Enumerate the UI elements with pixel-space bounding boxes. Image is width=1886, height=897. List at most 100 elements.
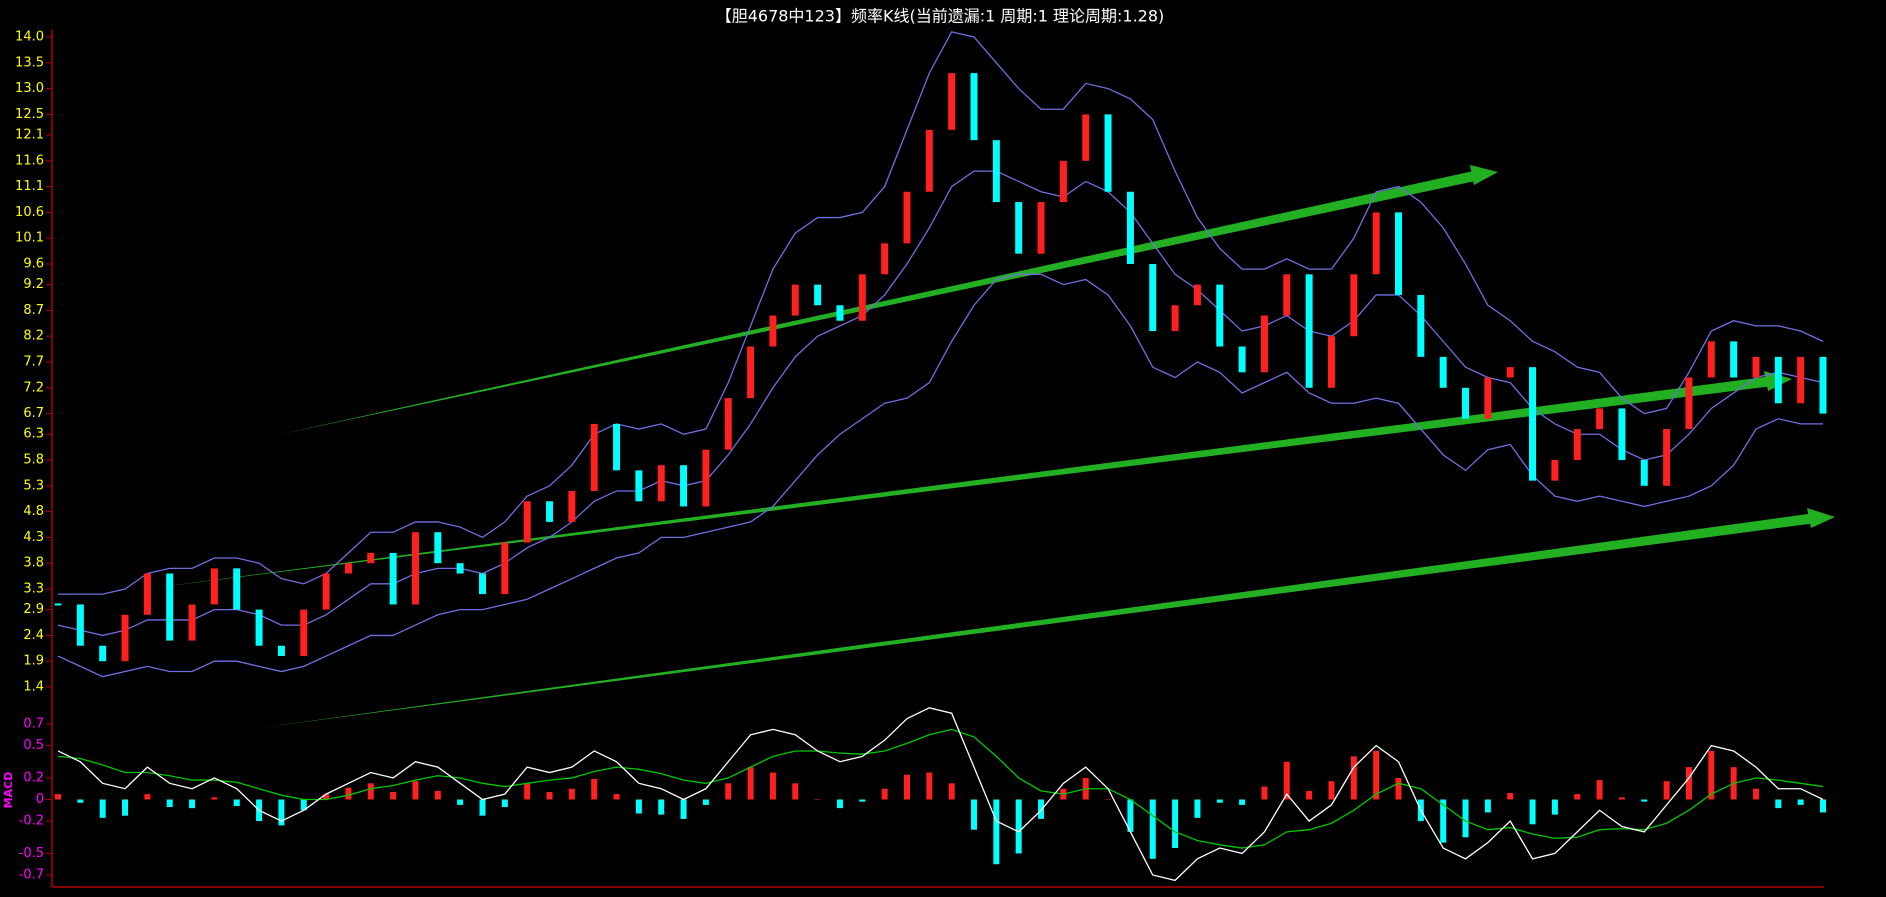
- dea-line: [57, 728, 1824, 849]
- candle: [568, 490, 576, 522]
- macd-bar: [948, 783, 955, 800]
- candle: [1059, 160, 1067, 203]
- macd-bar: [1105, 799, 1112, 800]
- candle: [121, 614, 129, 662]
- candle: [1417, 294, 1425, 357]
- candle: [210, 568, 218, 605]
- candle: [255, 609, 263, 646]
- macd-bar: [412, 781, 419, 800]
- band-mid: [57, 170, 1824, 637]
- macd-bar: [189, 799, 196, 809]
- macd-bar: [1618, 797, 1625, 800]
- candle: [344, 563, 352, 574]
- y-tick-label: -0.7: [19, 868, 44, 883]
- y-tick-label: 8.7: [23, 303, 44, 318]
- candle: [769, 315, 777, 347]
- macd-bar: [457, 799, 464, 805]
- macd-bar: [1641, 799, 1648, 802]
- y-tick-label: 12.1: [15, 128, 44, 143]
- macd-bar: [613, 794, 620, 800]
- candle: [1484, 377, 1492, 419]
- macd-bar: [546, 791, 553, 800]
- macd-bar: [1194, 799, 1201, 818]
- candle: [657, 465, 665, 502]
- candle: [1573, 429, 1581, 461]
- arrow-head: [1470, 165, 1498, 185]
- macd-bar: [524, 783, 531, 800]
- candle: [1350, 274, 1358, 337]
- macd-bar: [747, 767, 754, 800]
- y-tick-label: 0.2: [23, 770, 44, 785]
- macd-bar: [1350, 756, 1357, 800]
- candle: [1193, 284, 1201, 306]
- y-tick-label: 3.3: [23, 581, 44, 596]
- y-tick-label: 7.2: [23, 380, 44, 395]
- candle: [1372, 212, 1380, 275]
- candle: [1439, 356, 1447, 388]
- macd-bar: [1395, 777, 1402, 800]
- candle: [76, 604, 84, 646]
- y-tick-label: 5.3: [23, 478, 44, 493]
- trend-line: [277, 170, 1480, 435]
- candle: [233, 568, 241, 610]
- candle: [188, 604, 196, 641]
- macd-bar: [479, 799, 486, 816]
- macd-bar: [367, 783, 374, 800]
- candle: [1305, 274, 1313, 388]
- candle: [277, 645, 285, 657]
- macd-bar: [1797, 799, 1804, 805]
- macd-bar: [1507, 793, 1514, 800]
- macd-bar: [680, 799, 687, 819]
- candle: [836, 305, 844, 321]
- macd-bar: [993, 799, 1000, 865]
- candle: [546, 501, 554, 522]
- macd-bar: [971, 799, 978, 830]
- dif-line: [57, 707, 1824, 882]
- candle: [1707, 341, 1715, 378]
- macd-bar: [211, 797, 218, 800]
- candle: [1618, 408, 1626, 461]
- macd-bar: [702, 799, 709, 805]
- y-tick-label: 10.1: [15, 231, 44, 246]
- macd-bar: [122, 799, 129, 816]
- macd-bar: [1216, 799, 1223, 803]
- candle: [143, 573, 151, 615]
- candle: [1104, 114, 1112, 192]
- band-upper: [58, 31, 1824, 595]
- candle: [1797, 356, 1805, 404]
- macd-bar: [1775, 799, 1782, 809]
- candle: [389, 552, 397, 605]
- candle: [1730, 341, 1738, 378]
- macd-bar: [1752, 788, 1759, 800]
- y-tick-label: 11.6: [15, 153, 44, 168]
- candle: [1663, 429, 1671, 486]
- y-tick-label: 3.8: [23, 556, 44, 571]
- y-tick-label: -0.5: [19, 846, 44, 861]
- candle: [948, 73, 956, 130]
- candle: [1283, 274, 1291, 316]
- macd-bar: [1306, 790, 1313, 800]
- y-tick-label: 9.2: [23, 277, 44, 292]
- candle: [1819, 356, 1827, 414]
- band-lower: [57, 273, 1823, 678]
- y-tick-label: 0.5: [23, 738, 44, 753]
- macd-bar: [1596, 780, 1603, 800]
- macd-bar: [1462, 799, 1469, 838]
- candle: [1327, 336, 1335, 388]
- candle: [322, 573, 330, 610]
- macd-bar: [926, 772, 933, 800]
- candle: [1238, 346, 1246, 373]
- candle: [1506, 367, 1514, 378]
- trend-line: [259, 513, 1816, 728]
- y-tick-label: 12.5: [15, 107, 44, 122]
- candle: [523, 501, 531, 543]
- y-tick-label: 8.2: [23, 329, 44, 344]
- candle: [1462, 387, 1470, 419]
- candle: [1529, 367, 1537, 481]
- y-tick-label: 0.7: [23, 717, 44, 732]
- macd-bar: [1239, 799, 1246, 805]
- y-tick-label: 4.8: [23, 504, 44, 519]
- candle: [702, 449, 710, 507]
- macd-bar: [1574, 794, 1581, 800]
